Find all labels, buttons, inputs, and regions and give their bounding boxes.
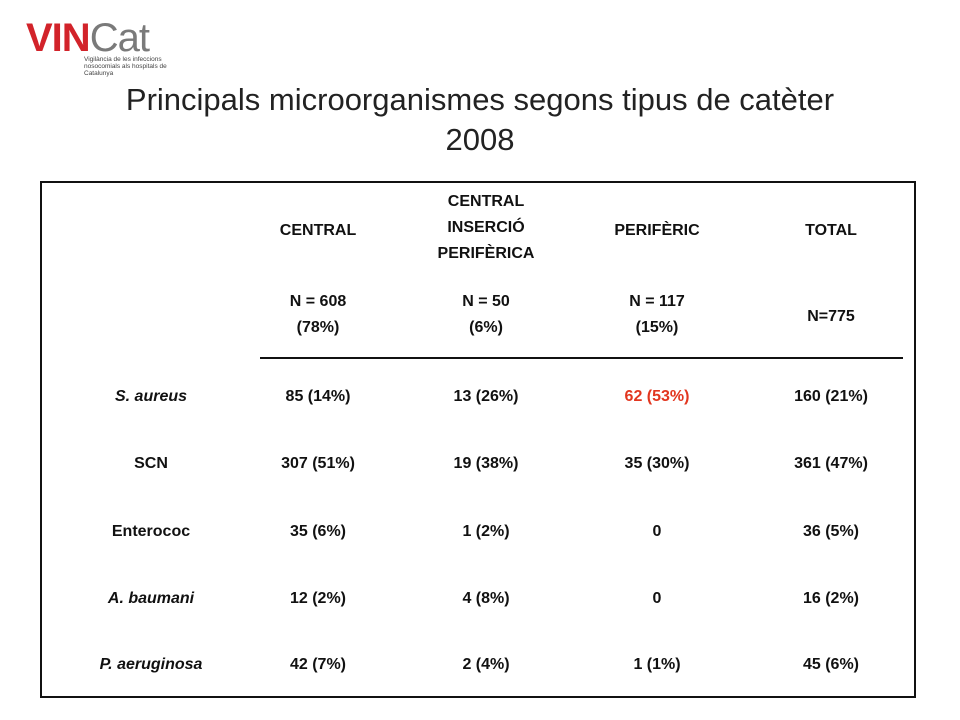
table-cell: 12 (2%) [289, 590, 347, 607]
row-label: S. aureus [114, 388, 188, 405]
table-cell: 85 (14%) [285, 388, 351, 405]
vincat-logo: VINCat Vigilància de les infeccions noso… [26, 18, 196, 88]
table-cell: 307 (51%) [281, 455, 355, 472]
table-cell: 0 [652, 590, 662, 607]
table-cell-highlight: 62 (53%) [624, 388, 690, 405]
logo-cat: Cat [89, 16, 150, 60]
row-label: P. aeruginosa [99, 656, 203, 673]
table-cell: 361 (47%) [794, 455, 868, 472]
table-cell: 16 (2%) [802, 590, 860, 607]
header-periferic: PERIFÈRIC [614, 222, 700, 239]
table-cell: 0 [652, 523, 662, 540]
table-cell: 35 (30%) [624, 455, 690, 472]
table-cell: 160 (21%) [794, 388, 868, 405]
row-label: A. baumani [107, 590, 195, 607]
title-line-1: Principals microorganismes segons tipus … [125, 82, 835, 117]
row-label: SCN [134, 455, 168, 472]
count-periferic: N = 117 (15%) [629, 293, 685, 336]
table-cell: 1 (2%) [462, 523, 510, 540]
table-cell: 2 (4%) [462, 656, 510, 673]
header-central: CENTRAL [279, 222, 357, 239]
header-total: TOTAL [805, 222, 857, 239]
row-label: Enterococ [111, 523, 191, 540]
logo-vin: VIN [26, 16, 91, 60]
count-total: N=775 [807, 308, 855, 325]
header-divider [260, 357, 903, 359]
slide-title: Principals microorganismes segons tipus … [60, 80, 900, 160]
table-cell: 4 (8%) [462, 590, 510, 607]
table-cell: 19 (38%) [453, 455, 519, 472]
logo-wordmark: VINCat [26, 16, 150, 60]
table-cell: 42 (7%) [289, 656, 347, 673]
table-frame [40, 181, 916, 698]
table-cell: 35 (6%) [289, 523, 347, 540]
header-central-insercio-periferica: CENTRAL INSERCIÓ PERIFÈRICA [437, 193, 535, 262]
table-cell: 45 (6%) [802, 656, 860, 673]
table-cell: 1 (1%) [633, 656, 681, 673]
table-cell: 13 (26%) [453, 388, 519, 405]
count-central-insercio-periferica: N = 50 (6%) [462, 293, 510, 336]
count-central: N = 608 (78%) [289, 293, 347, 336]
logo-subtitle: Vigilància de les infeccions nosocomials… [84, 56, 167, 77]
title-line-2: 2008 [445, 122, 515, 157]
table-cell: 36 (5%) [802, 523, 860, 540]
